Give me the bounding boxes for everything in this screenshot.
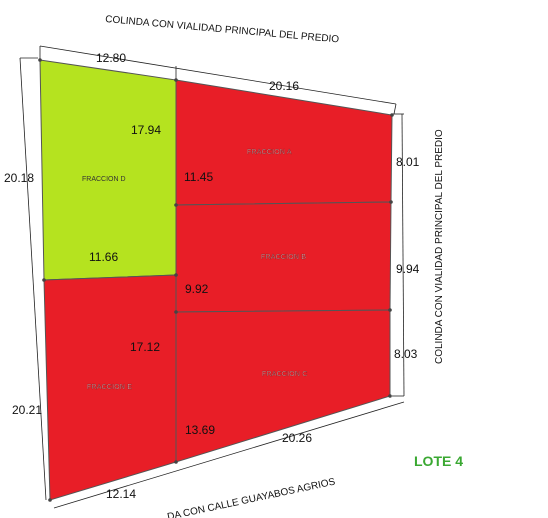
dim-b-left: 9.92 <box>185 282 209 296</box>
dim-top-right: 20.16 <box>269 79 299 93</box>
dim-top-left: 12.80 <box>96 51 126 65</box>
fraccion-c-label: FRACCION C <box>262 371 308 378</box>
fraccion-a-area <box>175 79 393 206</box>
dimension-lines <box>19 45 405 509</box>
fraccion-b-label: FRACCION B <box>261 254 306 261</box>
dim-left-bottom: 20.21 <box>12 403 42 417</box>
south-boundary-label: DA CON CALLE GUAYABOS AGRIOS <box>166 476 336 518</box>
fraccion-a-label: FRACCION A <box>247 149 292 156</box>
dim-d-bottom: 11.66 <box>89 250 118 264</box>
dim-d-right: 11.45 <box>184 170 213 184</box>
fraccion-d-label: FRACCION D <box>82 176 126 183</box>
dim-bottom-right: 20.26 <box>282 431 312 445</box>
fraccion-d-area <box>39 59 177 281</box>
dim-right-top: 8.01 <box>396 155 420 169</box>
dim-d-top: 17.94 <box>131 123 161 137</box>
dim-e-right: 13.69 <box>185 423 215 437</box>
dim-right-mid: 9.94 <box>396 262 420 276</box>
east-boundary-label: COLINDA CON VIALIDAD PRINCIPAL DEL PREDI… <box>434 129 445 364</box>
north-boundary-label: COLINDA CON VIALIDAD PRINCIPAL DEL PREDI… <box>105 14 340 45</box>
dim-e-top: 17.12 <box>130 340 160 354</box>
fraccion-e-label: FRACCION E <box>87 384 132 391</box>
lote-label: LOTE 4 <box>414 453 463 469</box>
vertex-markers <box>38 58 394 502</box>
dim-left-top: 20.18 <box>4 171 34 185</box>
dim-right-bottom: 8.03 <box>394 347 418 361</box>
dim-bottom-left: 12.14 <box>106 487 136 501</box>
